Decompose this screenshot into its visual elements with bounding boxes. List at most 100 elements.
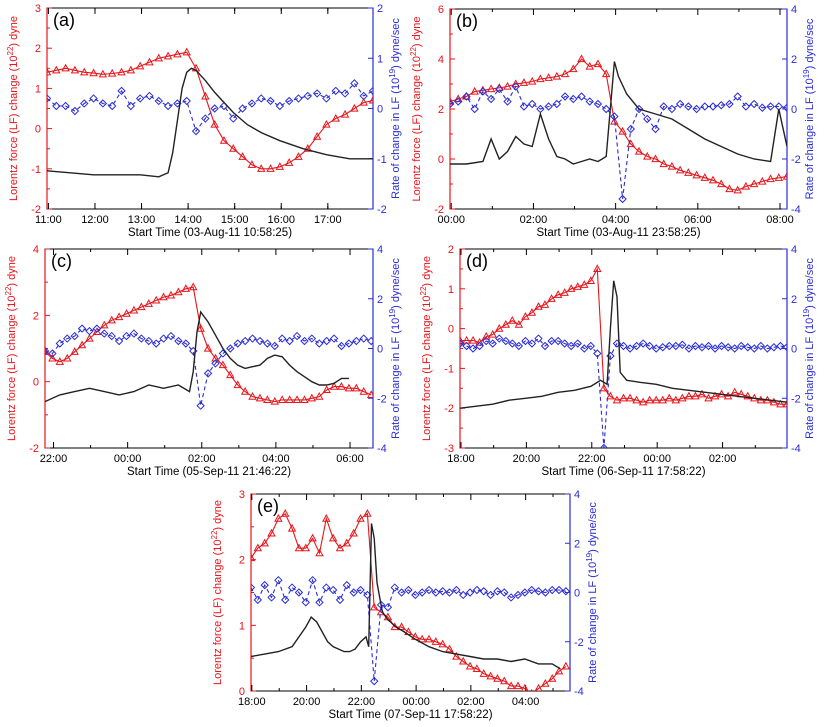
left-tick-label: 2 — [33, 310, 39, 322]
diamond-marker — [454, 97, 463, 106]
diamond-marker — [275, 101, 285, 111]
triangle-marker — [458, 656, 468, 665]
diamond-marker — [55, 339, 65, 348]
triangle-marker — [275, 162, 285, 170]
diamond-marker — [479, 587, 488, 596]
plot-frame — [449, 8, 788, 210]
left-axis-label: Lorentz force (LF) change (1022) dyne — [419, 256, 433, 441]
diamond-marker — [743, 343, 752, 352]
triangle-marker — [619, 393, 628, 402]
triangle-marker — [182, 47, 191, 56]
triangle-marker — [508, 316, 517, 324]
triangle-marker — [460, 335, 465, 344]
diamond-marker — [70, 331, 79, 341]
diamond-marker — [77, 324, 87, 333]
diamond-marker — [503, 97, 512, 106]
diamond-marker — [397, 588, 406, 597]
triangle-marker — [692, 170, 701, 179]
diamond-marker — [404, 585, 413, 595]
left-axis-label: Lorentz force (LF) change (1022) dyne — [6, 16, 20, 201]
chart-panel: -3 -2 -1 0 1 2 -4 -2 0 2 4 18:00 20:00 22:00 00:00 02:0… — [419, 244, 816, 478]
diamond-marker — [527, 339, 537, 348]
diamond-marker — [307, 334, 317, 343]
diamond-marker — [340, 89, 350, 98]
right-axis-label-text: Rate of change in LF (10 — [587, 562, 599, 683]
right-tick-label: -2 — [791, 154, 801, 166]
left-axis-label-text: Lorentz force (LF) change (10 — [6, 295, 18, 441]
diamond-marker — [486, 94, 496, 104]
right-tick-label: 0 — [377, 344, 383, 356]
plot-area — [460, 264, 787, 448]
triangle-marker — [534, 683, 543, 691]
diamond-marker — [329, 334, 339, 343]
diamond-marker — [553, 336, 563, 346]
diamond-marker — [573, 339, 582, 348]
triangle-marker — [651, 395, 661, 404]
diamond-marker — [468, 344, 478, 353]
left-tick-label: -3 — [444, 443, 454, 455]
chart-panel: -2 -1 0 1 2 3 -2 -1 0 1 2 11:00 12:00 13:00 14:00 15:00… — [6, 3, 402, 239]
right-axis-label-text: Rate of change in LF (10 — [390, 78, 402, 199]
diamond-marker — [85, 326, 94, 336]
x-tick-label: 16:00 — [267, 214, 295, 226]
diamond-marker — [350, 79, 359, 88]
diamond-marker — [92, 324, 102, 333]
diamond-marker — [201, 114, 210, 123]
triangle-marker — [585, 61, 594, 70]
diamond-marker — [144, 336, 153, 346]
right-axis-label: Rate of change in LF (1019) dyne/sec — [388, 18, 402, 199]
triangle-marker — [438, 639, 447, 648]
diamond-marker — [226, 344, 235, 353]
left-axis-label-exponent: 22 — [210, 530, 219, 539]
diamond-marker — [257, 94, 266, 103]
right-tick-label: 0 — [377, 104, 383, 116]
triangle-marker — [203, 343, 213, 352]
triangle-marker — [89, 68, 98, 77]
left-axis-label-text: Lorentz force (LF) change (10 — [411, 56, 423, 202]
triangle-marker — [219, 136, 229, 144]
diamond-marker — [544, 102, 553, 111]
right-tick-label: -2 — [574, 637, 584, 649]
triangle-marker — [520, 683, 529, 691]
diamond-marker — [500, 588, 509, 597]
triangle-marker — [107, 68, 117, 77]
triangle-marker — [519, 78, 529, 86]
diamond-marker — [625, 344, 635, 353]
triangle-marker — [294, 543, 304, 552]
left-axis-label-text: Lorentz force (LF) change (10 — [8, 55, 20, 201]
diamond-marker — [163, 101, 173, 111]
diamond-marker — [700, 102, 710, 111]
right-tick-label: -4 — [791, 204, 801, 216]
triangle-marker — [256, 164, 266, 172]
triangle-marker — [277, 395, 287, 404]
left-tick-label: 1 — [239, 620, 245, 632]
rate-series-line — [450, 85, 787, 200]
triangle-marker — [315, 548, 324, 557]
triangle-marker — [303, 144, 313, 152]
x-tick-label: 04:00 — [262, 453, 290, 465]
right-tick-label: -4 — [574, 686, 584, 698]
triangle-marker — [560, 288, 569, 296]
diamond-marker — [519, 102, 529, 111]
right-tick-label: -2 — [377, 204, 387, 216]
x-tick-label: 00:00 — [643, 453, 671, 465]
lorentz-force-line — [450, 61, 787, 165]
diamond-marker — [263, 339, 272, 348]
diamond-marker — [438, 587, 447, 596]
diamond-marker — [359, 91, 368, 101]
diamond-marker — [63, 334, 72, 343]
triangle-marker — [554, 666, 564, 675]
triangle-marker — [730, 387, 739, 396]
diamond-marker — [717, 341, 726, 351]
triangle-marker — [270, 396, 280, 405]
diamond-marker — [692, 104, 701, 114]
diamond-marker — [776, 341, 785, 351]
diamond-marker — [521, 336, 530, 346]
triangle-marker — [307, 393, 317, 402]
triangle-marker — [173, 49, 182, 58]
triangle-marker — [335, 543, 345, 552]
diamond-marker — [697, 343, 707, 352]
triangle-marker — [114, 312, 124, 321]
diamond-marker — [645, 341, 654, 351]
x-tick-label: 08:00 — [766, 214, 794, 226]
